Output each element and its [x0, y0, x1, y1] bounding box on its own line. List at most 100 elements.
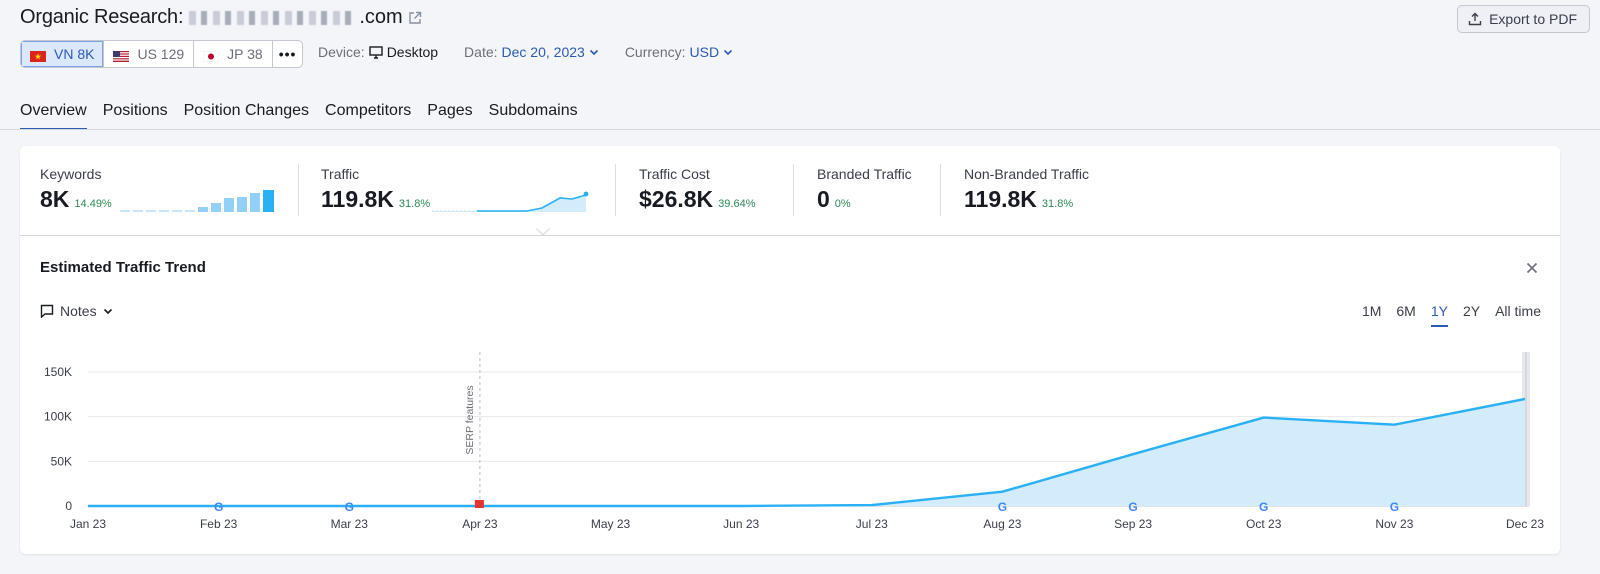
x-tick-label: Mar 23 [331, 517, 369, 531]
database-us-label: US 129 [137, 46, 185, 62]
metric-value: 119.8K [321, 186, 394, 212]
device-label: Device: [318, 44, 365, 60]
x-tick-label: May 23 [591, 517, 631, 531]
database-vn-label: VN 8K [54, 46, 95, 62]
database-jp-button[interactable]: JP 38 [194, 41, 273, 67]
page-header: Organic Research: .com [20, 6, 422, 29]
tab-competitors[interactable]: Competitors [325, 102, 412, 119]
tab-positions[interactable]: Positions [102, 102, 168, 119]
x-tick-label: Dec 23 [1506, 517, 1544, 531]
metrics-strip: Keywords 8K 14.49% Traffic 119.8K 31.8% [20, 146, 1560, 236]
metric-divider [940, 164, 941, 216]
metric-label: Traffic [321, 166, 360, 182]
keywords-sparkline [120, 190, 274, 212]
notes-label: Notes [60, 303, 97, 319]
database-vn-button[interactable]: VN 8K [21, 41, 105, 67]
currency-filter[interactable]: Currency: USD [625, 44, 733, 60]
device-filter[interactable]: Device: Desktop [318, 44, 438, 60]
metric-label: Non-Branded Traffic [964, 166, 1090, 182]
google-update-icon: G [998, 500, 1007, 514]
upload-icon [1468, 12, 1482, 26]
domain-redacted [189, 10, 358, 25]
range-1y[interactable]: 1Y [1430, 303, 1449, 327]
vietnam-flag-icon [30, 49, 46, 62]
selected-metric-caret [536, 228, 550, 236]
metric-traffic[interactable]: Traffic 119.8K 31.8% [321, 166, 430, 213]
database-jp-label: JP 38 [227, 46, 263, 62]
notes-dropdown[interactable]: Notes [40, 303, 113, 319]
metric-value: 8K [40, 186, 70, 212]
filters-bar: Device: Desktop Date: Dec 20, 2023 Curre… [318, 44, 733, 60]
metric-keywords[interactable]: Keywords 8K 14.49% [40, 166, 112, 213]
database-selector: VN 8K US 129 JP 38 ••• [20, 40, 304, 68]
metric-divider [615, 164, 616, 216]
range-2y[interactable]: 2Y [1462, 303, 1481, 319]
metric-branded-traffic[interactable]: Branded Traffic 0 0% [817, 166, 912, 213]
currency-label: Currency: [624, 44, 686, 60]
chevron-down-icon [103, 308, 112, 315]
range-selector: 1M 6M 1Y 2Y All time [1361, 303, 1541, 327]
metric-change: 31.8% [1041, 198, 1074, 210]
x-tick-label: Jun 23 [723, 517, 759, 531]
metric-label: Keywords [40, 166, 102, 182]
overview-card: Keywords 8K 14.49% Traffic 119.8K 31.8% [20, 146, 1560, 554]
google-update-icon: G [1259, 500, 1268, 514]
chevron-down-icon [589, 49, 598, 56]
tab-position-changes[interactable]: Position Changes [183, 102, 310, 119]
metric-value: 119.8K [964, 186, 1037, 212]
serp-feature-flag-icon [474, 500, 484, 508]
range-6m[interactable]: 6M [1396, 303, 1416, 319]
domain-suffix: .com [359, 6, 403, 28]
range-all-time[interactable]: All time [1495, 303, 1541, 319]
more-databases-button[interactable]: ••• [278, 46, 297, 62]
currency-value: USD [689, 44, 720, 60]
google-update-icon: G [1128, 500, 1137, 514]
metric-label: Branded Traffic [817, 166, 912, 182]
metrics-divider [20, 235, 1560, 236]
metric-change: 39.64% [718, 198, 756, 210]
traffic-series-line [88, 397, 1526, 508]
annotation-label: SERP features [464, 385, 476, 454]
google-update-icon: G [1390, 500, 1399, 514]
chevron-down-icon [723, 49, 733, 56]
x-tick-label: Jul 23 [856, 517, 888, 531]
date-value: Dec 20, 2023 [501, 44, 585, 60]
metric-value: 0 [817, 186, 830, 212]
tab-pages[interactable]: Pages [427, 102, 473, 119]
date-label: Date: [464, 44, 498, 60]
japan-flag-icon [202, 49, 220, 62]
page-title: Organic Research: [20, 6, 184, 28]
date-filter[interactable]: Date: Dec 20, 2023 [464, 44, 599, 60]
google-update-icon: G [345, 500, 354, 514]
x-tick-label: Jan 23 [70, 517, 106, 531]
tab-subdomains[interactable]: Subdomains [488, 102, 578, 119]
trend-title: Estimated Traffic Trend [40, 259, 206, 276]
metric-traffic-cost[interactable]: Traffic Cost $26.8K 39.64% [639, 166, 755, 213]
report-tabs: Overview Positions Position Changes Comp… [20, 98, 594, 130]
range-1m[interactable]: 1M [1361, 303, 1382, 319]
metric-label: Traffic Cost [639, 166, 710, 182]
metric-value: $26.8K [639, 186, 714, 212]
comment-icon [40, 304, 54, 318]
database-us-button[interactable]: US 129 [104, 41, 195, 67]
close-icon[interactable] [1526, 262, 1538, 274]
external-link-icon[interactable] [408, 11, 422, 25]
metric-divider [298, 164, 299, 216]
desktop-icon [368, 45, 383, 59]
export-pdf-button[interactable]: Export to PDF [1457, 5, 1590, 33]
metric-non-branded-traffic[interactable]: Non-Branded Traffic 119.8K 31.8% [964, 166, 1089, 213]
y-tick-label: 100K [44, 410, 72, 424]
traffic-area [88, 398, 1525, 506]
device-value: Desktop [386, 44, 439, 60]
traffic-trend-chart[interactable]: 0 50K 100K 150K SERP features G G G G G G Jan 23 Feb… [20, 342, 1560, 542]
x-tick-label: Feb 23 [200, 517, 238, 531]
metric-divider [793, 164, 794, 216]
metric-change: 0% [834, 198, 851, 210]
x-tick-label: Apr 23 [462, 517, 498, 531]
metric-change: 31.8% [398, 198, 431, 210]
x-tick-label: Aug 23 [983, 517, 1021, 531]
x-tick-label: Oct 23 [1246, 517, 1282, 531]
export-pdf-label: Export to PDF [1489, 11, 1577, 27]
tab-overview[interactable]: Overview [20, 98, 87, 130]
y-tick-label: 0 [65, 499, 72, 513]
